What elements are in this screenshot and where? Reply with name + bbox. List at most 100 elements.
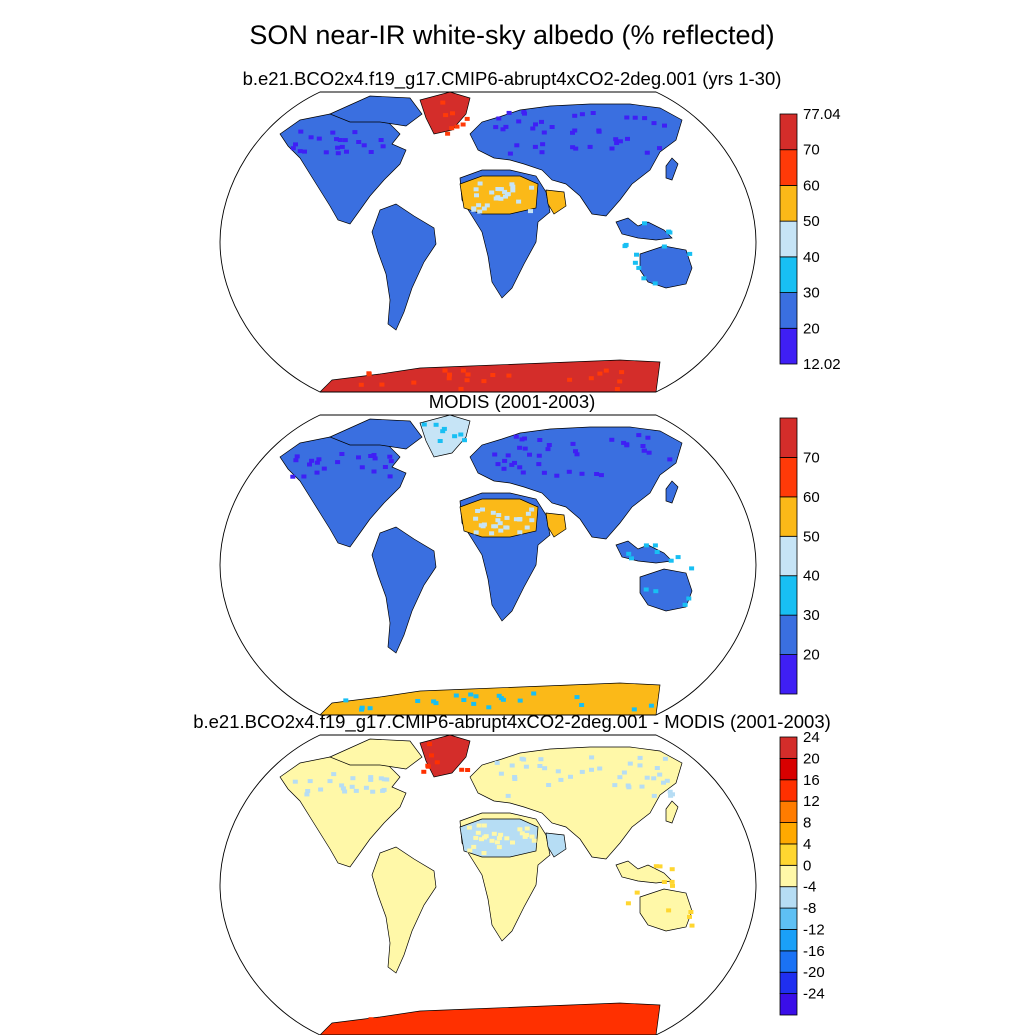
greenland-texture-cell [437, 439, 443, 443]
boreal-texture-cell [294, 454, 300, 459]
arctic-islands [329, 418, 423, 450]
panel-1-title: b.e21.BCO2x4.f19_g17.CMIP6-abrupt4xCO2-2… [242, 68, 782, 89]
desert-texture-cell [496, 836, 502, 841]
boreal-texture-cell [517, 445, 523, 450]
desert-texture-cell [475, 830, 481, 835]
boreal-texture-cell [305, 789, 311, 793]
boreal-texture-cell [609, 437, 615, 442]
south-america [371, 203, 437, 331]
antarctica-texture-cell [464, 378, 470, 383]
tropical-texture-cell [668, 558, 674, 563]
map-outline [219, 734, 757, 1035]
desert-texture-cell [513, 517, 519, 522]
boreal-texture-cell [641, 448, 647, 453]
desert-texture-cell [531, 838, 537, 843]
colorbar-box [779, 843, 798, 866]
desert-texture-cell [481, 823, 487, 828]
desert-texture-cell [510, 184, 516, 189]
desert-texture-cell [519, 831, 525, 836]
boreal-texture-cell [339, 783, 345, 788]
desert-texture-cell [476, 823, 482, 828]
panel-3-title: b.e21.BCO2x4.f19_g17.CMIP6-abrupt4xCO2-2… [193, 711, 831, 732]
australia [639, 888, 693, 932]
tropical-texture-cell [634, 890, 640, 895]
boreal-texture-cell [520, 470, 526, 475]
greenland-texture-cell [433, 422, 439, 427]
colorbar-label: 50 [803, 528, 820, 545]
boreal-texture-cell [368, 454, 374, 458]
antarctica-texture-cell [590, 1012, 596, 1017]
boreal-texture-cell [539, 119, 544, 124]
boreal-texture-cell [662, 123, 667, 128]
greenland-texture-cell [434, 760, 440, 765]
colorbar-box [779, 757, 798, 781]
antarctica-texture-cell [517, 698, 523, 703]
boreal-texture-cell [523, 764, 529, 769]
desert-texture-cell [510, 188, 516, 193]
boreal-texture-cell [516, 119, 522, 124]
desert-texture-cell [481, 522, 487, 527]
boreal-texture-cell [540, 142, 546, 147]
boreal-texture-cell [371, 453, 377, 457]
boreal-texture-cell [613, 137, 619, 142]
greenland-texture-cell [425, 764, 431, 769]
tropical-texture-cell [689, 923, 695, 928]
antarctica-texture-cell [614, 387, 620, 391]
desert-texture-cell [471, 207, 477, 212]
colorbar-box [779, 929, 798, 952]
boreal-texture-cell [388, 459, 394, 464]
greenland-texture-cell [462, 438, 467, 443]
tropical-texture-cell [636, 265, 642, 270]
antarctica-texture-cell [465, 372, 471, 377]
boreal-texture-cell [339, 144, 345, 149]
greenland [419, 735, 471, 778]
antarctica-texture-cell [468, 692, 474, 697]
colorbar-label: 50 [803, 213, 820, 230]
boreal-texture-cell [498, 771, 504, 776]
desert-texture-cell [477, 181, 483, 186]
desert-texture-cell [473, 835, 479, 840]
colorbar-label: -12 [803, 922, 825, 939]
boreal-texture-cell [617, 139, 623, 144]
antarctica-texture-cell [583, 1019, 589, 1024]
greenland-texture-cell [464, 116, 470, 121]
boreal-texture-cell [496, 116, 502, 121]
desert-texture-cell [494, 840, 500, 845]
desert-texture-cell [524, 826, 530, 831]
colorbar-box [779, 864, 798, 888]
tropical-texture-cell [669, 867, 675, 872]
boreal-texture-cell [645, 435, 651, 440]
boreal-texture-cell [353, 788, 359, 793]
boreal-texture-cell [521, 757, 527, 762]
boreal-texture-cell [512, 777, 518, 781]
boreal-texture-cell [662, 756, 668, 761]
boreal-texture-cell [330, 130, 336, 135]
boreal-texture-cell [651, 776, 657, 781]
boreal-texture-cell [542, 766, 548, 771]
antarctica-texture-cell [603, 368, 609, 373]
tropical-texture-cell [657, 864, 663, 869]
boreal-texture-cell [323, 150, 329, 155]
greenland-texture-cell [450, 111, 455, 116]
tropical-texture-cell [666, 908, 672, 913]
boreal-texture-cell [370, 789, 376, 794]
boreal-texture-cell [495, 462, 501, 467]
antarctica-texture-cell [506, 373, 512, 378]
colorbar-box [779, 907, 798, 930]
boreal-texture-cell [637, 755, 643, 760]
desert-texture-cell [529, 518, 535, 523]
antarctica-texture-cell [562, 1019, 568, 1024]
boreal-texture-cell [494, 760, 500, 765]
greenland-texture-cell [421, 769, 427, 774]
greenland-texture-cell [441, 426, 447, 431]
antarctica-texture-cell [442, 368, 448, 373]
greenland-texture-cell [440, 429, 446, 434]
colorbar-box [779, 654, 798, 695]
antarctica-texture-cell [486, 705, 492, 710]
colorbar-label: 30 [803, 607, 820, 624]
antarctica-texture-cell [642, 1013, 648, 1018]
boreal-texture-cell [579, 471, 585, 476]
antarctica-texture-cell [399, 1022, 405, 1027]
greenland-texture-cell [427, 742, 432, 747]
colorbar-model: 12.02 20 30 40 50 60 70 77.04 [779, 106, 841, 373]
